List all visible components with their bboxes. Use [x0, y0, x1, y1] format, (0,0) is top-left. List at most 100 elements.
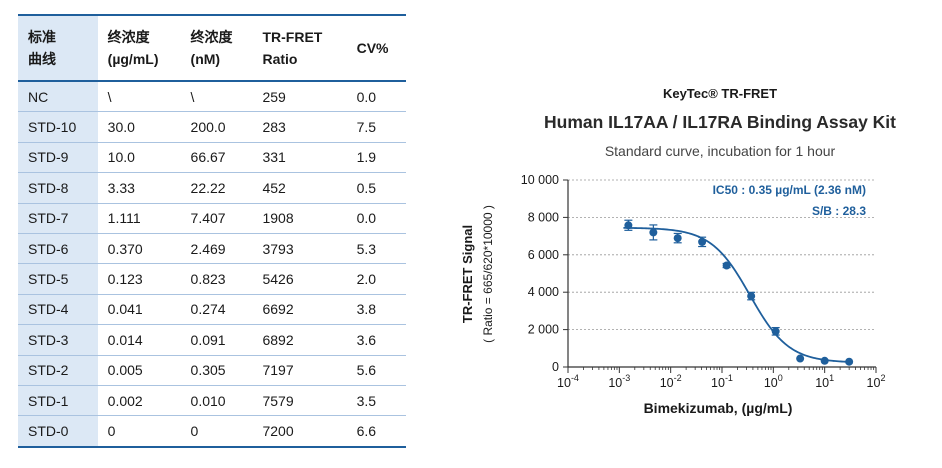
table-row: STD-5 0.123 0.823 5426 2.0	[18, 263, 406, 295]
table-cell: 0.041	[97, 294, 181, 326]
x-tick-exponent: -1	[725, 373, 733, 383]
table-row: STD-3 0.014 0.091 6892 3.6	[18, 324, 406, 356]
table-cell: 331	[252, 142, 347, 174]
table-cell: 0	[97, 415, 181, 448]
table-cell: 1908	[252, 203, 347, 234]
table-row: STD-9 10.0 66.67 331 1.9	[18, 142, 406, 174]
table-cell: 0	[180, 415, 253, 448]
table-header-row: 标准 曲线 终浓度 (µg/mL) 终浓度 (nM) TR-FRET Ratio CV%	[18, 15, 406, 81]
table-cell: 0.370	[97, 233, 181, 265]
table-cell: 5.6	[346, 355, 406, 386]
table-cell: STD-4	[18, 294, 98, 326]
y-tick-label: 4 000	[528, 285, 559, 299]
table-cell: 7197	[252, 355, 347, 386]
data-point	[796, 354, 805, 363]
x-tick-exponent: 0	[778, 373, 783, 383]
table-cell: 3793	[252, 233, 347, 265]
table-cell: \	[97, 81, 181, 113]
x-tick-label: 100	[764, 373, 783, 390]
data-points	[624, 219, 854, 366]
table-row: STD-8 3.33 22.22 452 0.5	[18, 172, 406, 204]
table-row: STD-4 0.041 0.274 6692 3.8	[18, 294, 406, 326]
table-cell: 1.111	[97, 203, 181, 234]
y-axis-sublabel: ( Ratio = 665/620*10000 )	[481, 205, 495, 343]
x-tick-exponent: -4	[571, 373, 579, 383]
table-cell: STD-10	[18, 111, 98, 143]
table-row: NC \ \ 259 0.0	[18, 81, 406, 113]
table-cell: 6.6	[346, 415, 406, 448]
table-cell: 22.22	[180, 172, 253, 204]
header-ratio: TR-FRET Ratio	[252, 15, 346, 81]
header-cv: CV%	[347, 15, 406, 81]
table-cell: STD-1	[18, 385, 98, 417]
table-cell: STD-2	[18, 355, 98, 386]
table-cell: 1.9	[346, 142, 406, 174]
table-cell: STD-8	[18, 172, 98, 204]
table-cell: 2.0	[346, 263, 406, 295]
table-row: STD-2 0.005 0.305 7197 5.6	[18, 355, 406, 386]
standard-curve-table: 标准 曲线 终浓度 (µg/mL) 终浓度 (nM) TR-FRET Ratio CV%…	[18, 14, 406, 448]
table-cell: STD-3	[18, 324, 98, 356]
table-cell: 30.0	[97, 111, 181, 143]
data-point	[820, 356, 829, 365]
table-row: STD-1 0.002 0.010 7579 3.5	[18, 385, 406, 417]
y-tick-label: 0	[552, 360, 559, 374]
y-tick-label: 8 000	[528, 210, 559, 224]
header-line: 终浓度	[190, 29, 233, 45]
y-tick-label: 6 000	[528, 248, 559, 262]
table-row: STD-6 0.370 2.469 3793 5.3	[18, 233, 406, 265]
table-row: STD-10 30.0 200.0 283 7.5	[18, 111, 406, 143]
data-table: 标准 曲线 终浓度 (µg/mL) 终浓度 (nM) TR-FRET Ratio CV%…	[18, 14, 406, 448]
table-cell: 7.5	[346, 111, 406, 143]
chart-title: Human IL17AA / IL17RA Binding Assay Kit	[544, 112, 896, 132]
x-tick-label: 102	[867, 373, 886, 390]
table-cell: 0.010	[180, 385, 253, 417]
fit-curve-line	[623, 226, 851, 363]
header-line: (nM)	[190, 51, 221, 67]
table-cell: 3.8	[346, 294, 406, 326]
table-cell: 0.5	[346, 172, 406, 204]
data-point	[624, 221, 633, 230]
table-cell: 3.33	[97, 172, 181, 204]
header-line: 终浓度	[107, 29, 150, 45]
y-tick-label: 2 000	[528, 323, 559, 337]
sb-annotation: S/B : 28.3	[812, 204, 866, 218]
table-cell: 0.123	[97, 263, 181, 295]
x-axis-label: Bimekizumab, (µg/mL)	[644, 400, 793, 416]
x-tick-exponent: 2	[880, 373, 885, 383]
table-cell: 283	[252, 111, 347, 143]
x-tick-exponent: -3	[622, 373, 630, 383]
header-line: 标准	[28, 29, 56, 45]
table-row: STD-7 1.111 7.407 1908 0.0	[18, 203, 406, 234]
header-std: 标准 曲线	[18, 15, 98, 81]
table-cell: 7200	[252, 415, 347, 448]
chart-brand: KeyTec® TR-FRET	[663, 86, 777, 101]
table-cell: 0.274	[180, 294, 253, 326]
table-cell: 200.0	[180, 111, 253, 143]
table-cell: 0.014	[97, 324, 181, 356]
data-point	[722, 261, 731, 270]
chart-svg: KeyTec® TR-FRET Human IL17AA / IL17RA Bi…	[460, 86, 896, 416]
table-cell: 2.469	[180, 233, 253, 265]
table-cell: STD-7	[18, 203, 98, 234]
fit-curve	[623, 226, 851, 363]
table-cell: 7579	[252, 385, 347, 417]
x-tick-exponent: -2	[674, 373, 682, 383]
table-cell: 0.0	[346, 203, 406, 234]
table-cell: 259	[252, 81, 347, 113]
table-cell: 3.5	[346, 385, 406, 417]
header-line: (µg/mL)	[107, 51, 159, 67]
table-cell: 6692	[252, 294, 347, 326]
x-tick-label: 10-4	[557, 373, 579, 390]
header-conc-nm: 终浓度 (nM)	[181, 15, 253, 81]
data-point	[698, 237, 707, 246]
data-point	[649, 228, 658, 237]
table-cell: 66.67	[180, 142, 253, 174]
data-point	[771, 327, 780, 336]
table-cell: \	[180, 81, 253, 113]
x-tick-exponent: 1	[829, 373, 834, 383]
table-row: STD-0 0 0 7200 6.6	[18, 415, 406, 448]
standard-curve-chart: KeyTec® TR-FRET Human IL17AA / IL17RA Bi…	[448, 70, 928, 460]
table-cell: STD-6	[18, 233, 98, 265]
